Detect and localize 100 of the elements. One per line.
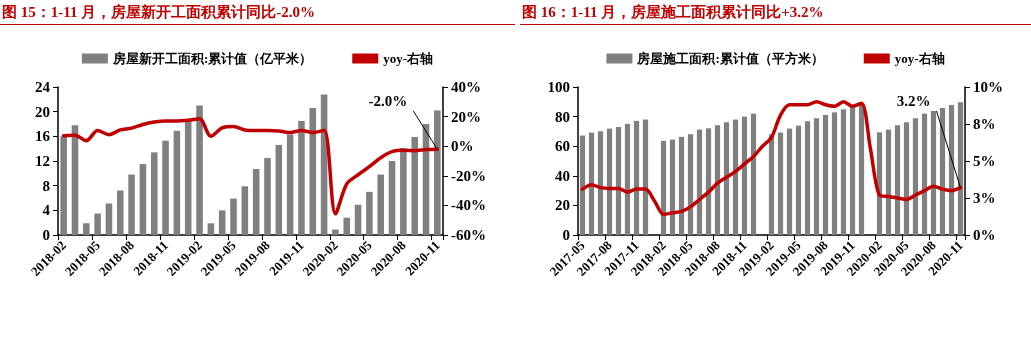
bar: [633, 120, 640, 235]
bar: [912, 118, 919, 235]
bar: [184, 120, 192, 235]
bar: [434, 110, 441, 235]
legend-label: yoy-右轴: [383, 51, 434, 66]
bar: [732, 119, 739, 235]
bar: [723, 122, 730, 235]
y-tick-label: 20: [35, 103, 50, 120]
legend-label: 房屋施工面积:累计值（平方米）: [636, 51, 824, 66]
bar: [354, 204, 362, 235]
y2-tick-label: 3%: [973, 190, 996, 206]
bar: [885, 129, 892, 235]
bar: [642, 119, 649, 235]
chart-title: 图 15：1-11 月，房屋新开工面积累计同比-2.0%: [0, 0, 515, 25]
bar: [957, 102, 964, 235]
bar: [275, 144, 283, 235]
y-tick-label: 24: [35, 79, 51, 95]
bar: [849, 106, 856, 235]
bar: [606, 128, 613, 235]
bar: [117, 190, 124, 235]
y-tick-label: 20: [555, 197, 570, 214]
bar: [196, 105, 203, 235]
legend-label: 房屋新开工面积:累计值（亿平米）: [111, 51, 313, 66]
y-tick-label: 0: [42, 227, 50, 243]
legend-label: yoy-右轴: [894, 51, 945, 66]
bar: [105, 203, 113, 235]
bar: [388, 161, 396, 235]
y2-tick-label: 8%: [973, 116, 996, 132]
y2-tick-label: 10%: [973, 79, 1003, 95]
y-tick-label: 0: [562, 227, 570, 243]
bar: [813, 118, 820, 235]
y2-tick-label: 5%: [973, 153, 996, 169]
bar: [831, 112, 838, 235]
bar: [822, 114, 829, 235]
bar: [241, 186, 249, 235]
bar: [298, 120, 305, 235]
bar: [230, 198, 237, 235]
bar: [377, 174, 384, 235]
y2-tick-label: 40%: [451, 79, 481, 95]
bar: [588, 132, 595, 235]
bar: [128, 174, 135, 235]
bar: [264, 157, 271, 235]
bar: [786, 128, 793, 235]
bar: [332, 229, 339, 235]
bar: [309, 107, 317, 235]
bar: [173, 130, 181, 235]
bar: [624, 123, 631, 235]
y-tick-label: 16: [35, 128, 51, 145]
bar: [139, 164, 147, 235]
bar: [660, 140, 667, 235]
bar: [903, 122, 910, 235]
bar: [162, 140, 169, 235]
y-tick-label: 80: [555, 108, 570, 125]
bar: [696, 129, 703, 235]
bar: [768, 134, 775, 235]
bar: [948, 104, 955, 235]
bar: [83, 223, 90, 235]
bar: [60, 136, 67, 235]
line-series: [61, 116, 440, 216]
y-tick-label: 100: [547, 79, 570, 95]
bar: [804, 121, 811, 235]
y2-tick-label: -40%: [451, 197, 486, 214]
bar: [207, 223, 215, 235]
bar: [840, 109, 847, 235]
bar: [252, 169, 260, 235]
bar: [741, 116, 748, 235]
bar: [750, 113, 757, 235]
bar: [930, 110, 937, 235]
bar: [714, 125, 721, 235]
bar: [858, 103, 865, 235]
bar: [366, 191, 373, 235]
y-tick-label: 60: [555, 138, 570, 155]
bar: [218, 210, 226, 235]
bar: [705, 128, 712, 235]
bar: [939, 108, 946, 235]
bar: [615, 126, 622, 235]
bar: [400, 148, 407, 235]
bar: [669, 139, 676, 235]
bar: [411, 136, 418, 235]
bar: [777, 132, 784, 235]
bar: [94, 213, 101, 235]
bar: [597, 131, 604, 235]
y-tick-label: 8: [42, 177, 50, 194]
bar: [150, 152, 158, 235]
bar: [687, 134, 694, 235]
y-tick-label: 4: [42, 202, 51, 219]
bar: [343, 217, 351, 235]
y2-tick-label: 0%: [973, 227, 996, 243]
chart-title: 图 16：1-11 月，房屋施工面积累计同比+3.2%: [520, 0, 1031, 25]
bar: [921, 113, 928, 235]
y-tick-label: 40: [555, 167, 570, 184]
y-tick-label: 12: [35, 153, 50, 169]
bar: [579, 135, 586, 235]
bar: [894, 125, 901, 235]
y2-tick-label: -20%: [451, 167, 486, 184]
annotation: 3.2%: [896, 93, 931, 109]
bar: [286, 134, 294, 235]
y2-tick-label: 20%: [451, 108, 481, 125]
y2-tick-label: 0%: [451, 138, 474, 155]
bar: [795, 125, 802, 235]
